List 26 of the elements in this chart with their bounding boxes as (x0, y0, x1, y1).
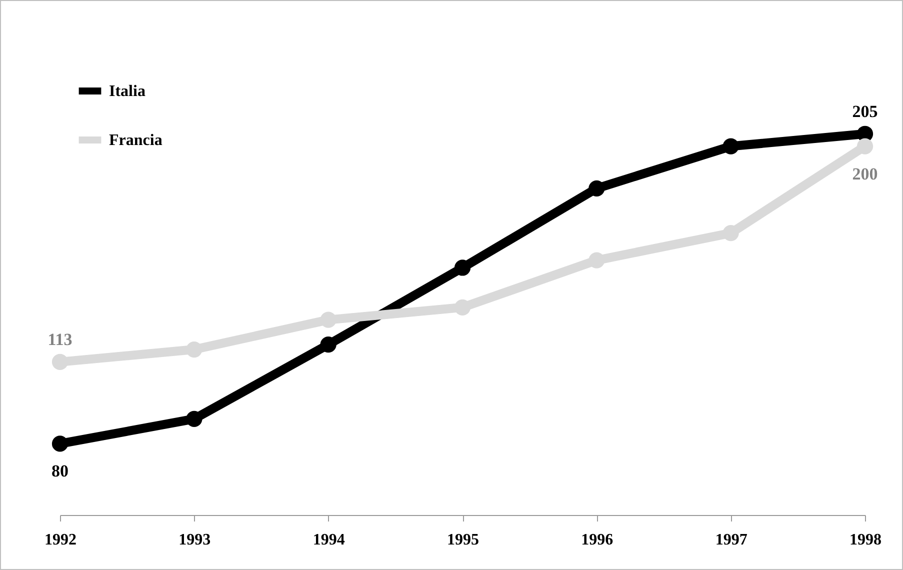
point (588, 180, 605, 196)
legend-label: Francia (109, 132, 162, 149)
point (186, 341, 202, 358)
point (320, 336, 336, 353)
x-tick-label: 1995 (447, 532, 479, 548)
point (52, 354, 68, 370)
x-tick-label: 1997 (715, 532, 748, 548)
point (722, 224, 739, 242)
x-tick-label: 1996 (581, 532, 614, 548)
point (454, 299, 471, 316)
point (52, 436, 68, 452)
data-label: 80 (52, 462, 68, 481)
x-tick-label: 1993 (178, 532, 211, 548)
data-label: 205 (852, 102, 878, 121)
point (186, 410, 202, 427)
x-tick-label: 1998 (850, 532, 882, 548)
point (320, 312, 336, 328)
point (722, 138, 739, 154)
x-tick-label: 1992 (44, 532, 76, 548)
point (454, 260, 471, 276)
point (588, 252, 605, 268)
data-label: 200 (852, 164, 878, 184)
x-tick-label: 1994 (312, 532, 345, 548)
data-label: 113 (48, 330, 72, 349)
point (856, 138, 874, 154)
legend-label: Italia (109, 83, 146, 100)
